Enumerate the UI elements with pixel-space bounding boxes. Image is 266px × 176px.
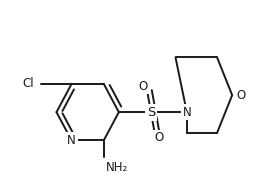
Text: N: N	[67, 134, 76, 147]
Text: O: O	[236, 89, 245, 102]
Text: S: S	[147, 106, 155, 119]
Text: O: O	[154, 131, 163, 144]
Text: NH₂: NH₂	[106, 161, 128, 174]
Text: Cl: Cl	[22, 77, 34, 90]
Text: O: O	[139, 80, 148, 93]
Text: N: N	[182, 106, 191, 119]
